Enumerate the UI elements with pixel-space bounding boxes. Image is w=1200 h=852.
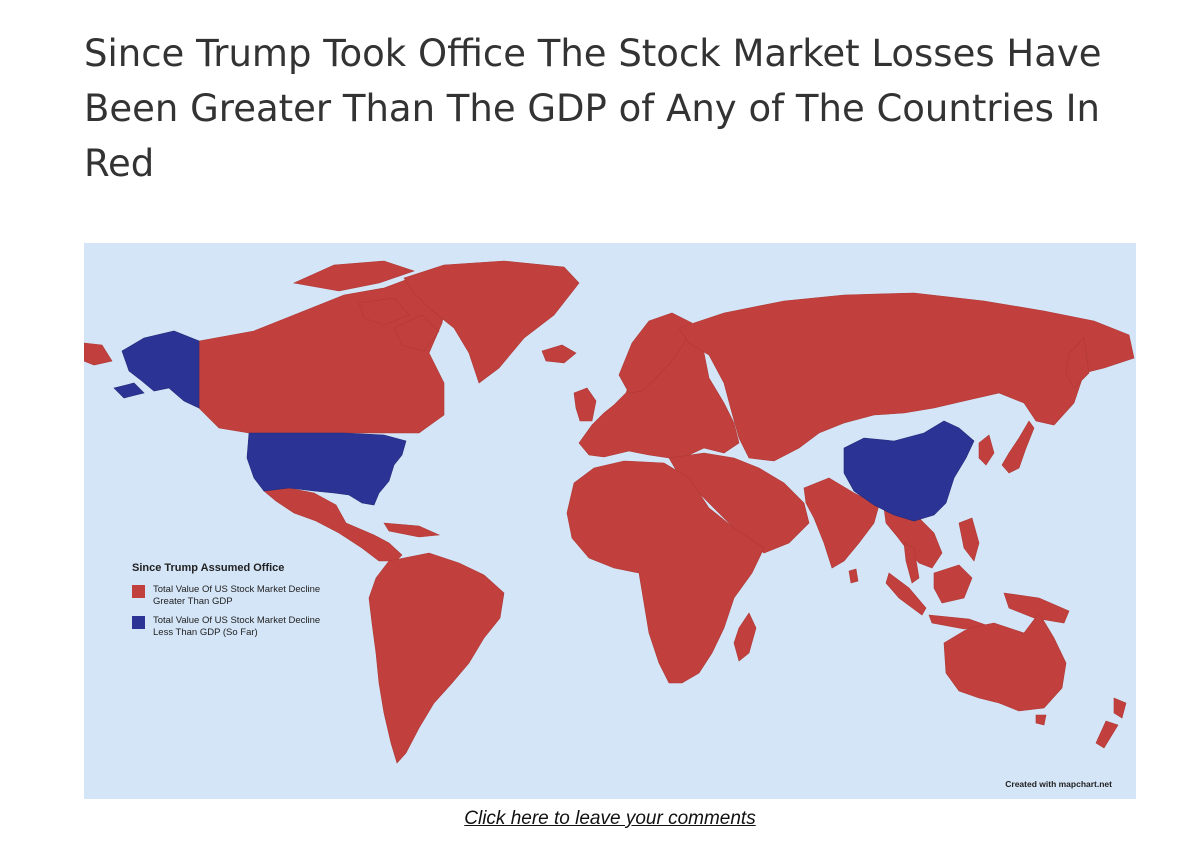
madagascar — [733, 612, 757, 662]
arctic-islands-2 — [358, 297, 410, 326]
south-america — [368, 552, 505, 764]
japan — [1001, 420, 1035, 474]
legend-title: Since Trump Assumed Office — [132, 562, 285, 574]
europe — [578, 334, 740, 459]
iceland — [541, 344, 577, 364]
legend-item-less: Total Value Of US Stock Market Decline L… — [132, 615, 322, 639]
russia — [678, 292, 1135, 462]
world-map: Since Trump Assumed Office Total Value O… — [84, 243, 1136, 799]
philippines — [958, 517, 980, 562]
borneo — [933, 564, 973, 604]
scandinavia — [618, 312, 693, 394]
legend-label-less: Total Value Of US Stock Market Decline L… — [153, 615, 321, 638]
new-zealand — [1113, 697, 1127, 719]
greenland — [403, 260, 580, 384]
malay-peninsula — [903, 542, 920, 584]
new-zealand-south — [1095, 720, 1119, 749]
usa — [246, 432, 407, 506]
africa — [566, 460, 765, 684]
chukotka-west — [84, 342, 113, 366]
baffin-island — [393, 314, 440, 352]
legend-swatch-blue — [132, 616, 145, 629]
map-credit: Created with mapchart.net — [1005, 779, 1112, 789]
legend-swatch-red — [132, 585, 145, 598]
caribbean — [383, 522, 441, 538]
kamchatka — [1065, 337, 1090, 389]
india — [803, 477, 880, 569]
sumatra — [885, 572, 927, 616]
alaska-tail — [113, 382, 145, 399]
map-legend: Since Trump Assumed Office Total Value O… — [132, 562, 322, 646]
world-map-svg — [84, 243, 1136, 799]
page-title: Since Trump Took Office The Stock Market… — [84, 32, 1102, 185]
china — [843, 420, 975, 522]
legend-label-greater: Total Value Of US Stock Market Decline G… — [153, 584, 321, 607]
alaska — [121, 330, 200, 409]
tasmania — [1035, 714, 1047, 726]
arctic-islands — [292, 260, 415, 292]
british-isles — [573, 387, 597, 422]
leave-comments-link[interactable]: Click here to leave your comments — [464, 808, 756, 829]
sri-lanka — [848, 568, 859, 584]
australia — [943, 612, 1067, 712]
southeast-asia — [883, 507, 943, 569]
legend-item-greater: Total Value Of US Stock Market Decline G… — [132, 584, 322, 608]
korea — [978, 434, 995, 466]
mexico-central-america — [263, 487, 403, 562]
new-guinea — [1003, 592, 1070, 624]
